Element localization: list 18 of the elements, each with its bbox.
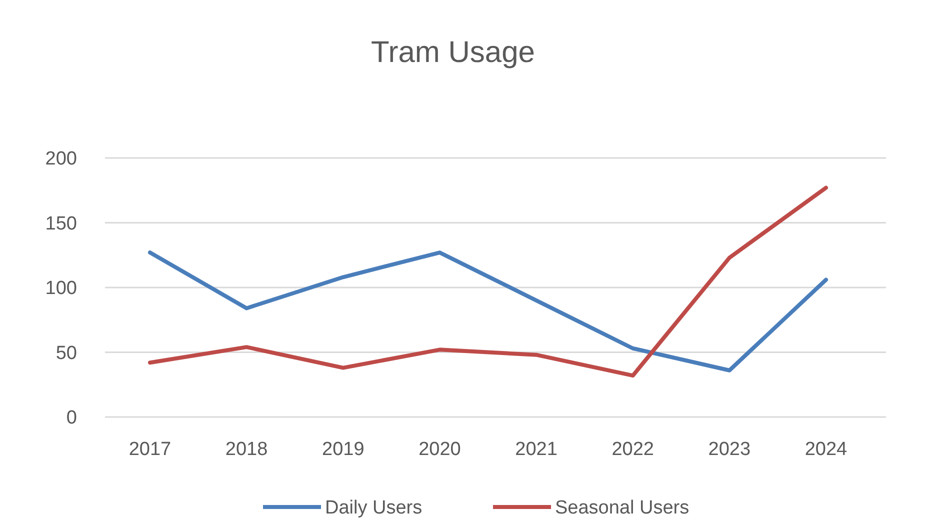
line-series <box>148 250 828 372</box>
legend-label: Daily Users <box>325 498 422 519</box>
y-tick-label: 100 <box>45 278 77 300</box>
x-tick-label: 2023 <box>708 439 751 460</box>
y-tick-label: 50 <box>56 342 77 364</box>
x-tick-label: 2017 <box>128 439 172 460</box>
x-tick-label: 2021 <box>515 439 558 460</box>
x-tick-label: 2018 <box>225 439 268 460</box>
x-tick-label: 2019 <box>322 439 364 460</box>
y-tick-label: 150 <box>45 213 77 234</box>
legend-label: Seasonal Users <box>555 498 690 519</box>
x-tick-label: 2020 <box>418 439 461 460</box>
x-tick-label: 2022 <box>612 439 654 460</box>
line-series <box>148 186 828 378</box>
y-tick-label: 0 <box>66 408 77 429</box>
chart-title: Tram Usage <box>371 36 535 69</box>
y-tick-label: 200 <box>45 148 77 170</box>
x-tick-label: 2024 <box>804 439 848 460</box>
